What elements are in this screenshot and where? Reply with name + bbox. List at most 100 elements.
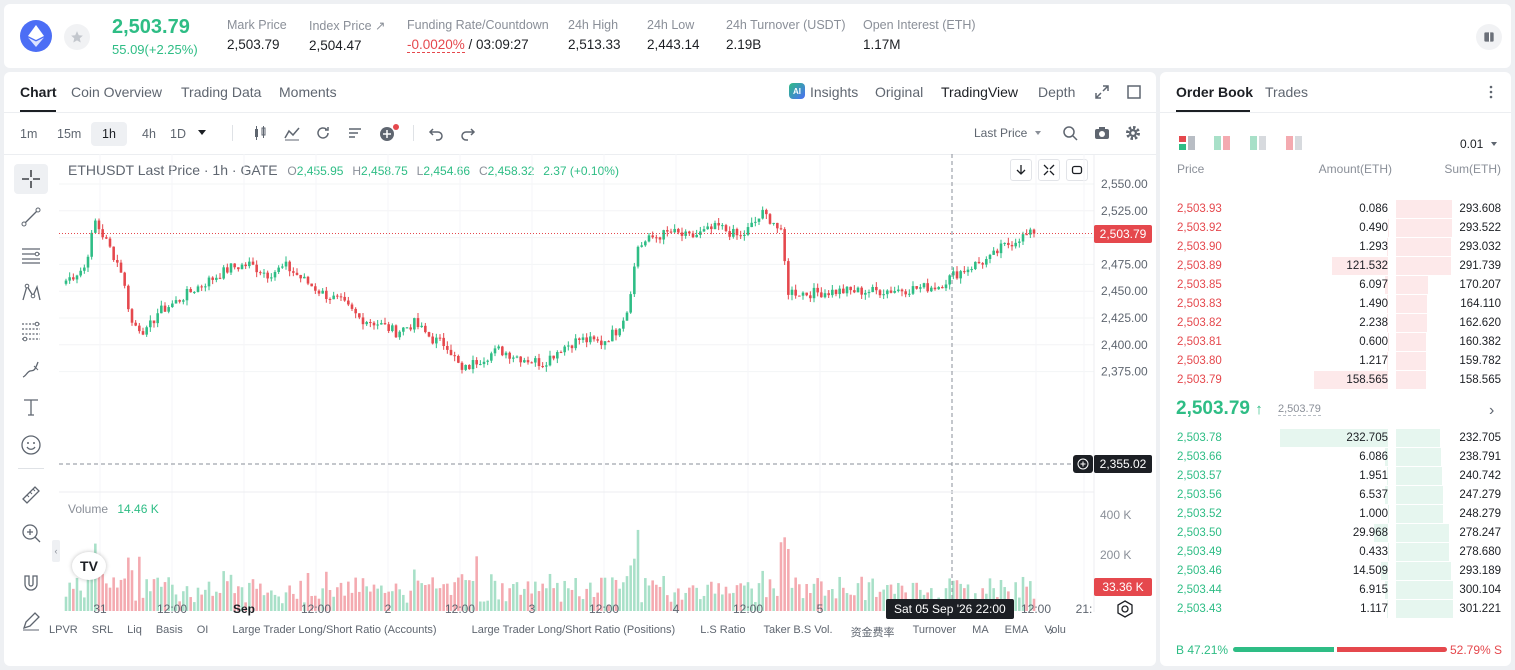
fib-tool-icon[interactable] [14,316,48,346]
ruler-tool-icon[interactable] [14,480,48,510]
zoom-in-tool-icon[interactable] [14,518,48,548]
timeframe-dropdown-icon[interactable] [198,130,206,135]
chart-settings-icon[interactable] [1116,600,1134,623]
view-bids-icon[interactable] [1249,135,1267,156]
ask-row[interactable]: 2,503.83 1.490 164.110 [1160,295,1511,314]
template-list-icon[interactable] [347,125,363,146]
precision-select[interactable]: 0.01 [1460,137,1484,151]
tab-order-book[interactable]: Order Book [1176,84,1254,100]
bid-row[interactable]: 2,503.57 1.951 240.742 [1160,467,1511,486]
text-tool-icon[interactable] [14,392,48,422]
reset-chart-icon[interactable] [1066,159,1088,181]
indicator-taker-bs-vol[interactable]: Taker B.S Vol. [763,624,833,636]
horizontal-lines-tool-icon[interactable] [14,240,48,270]
candle-body [277,267,280,272]
view-original[interactable]: Original [875,84,924,100]
bid-row[interactable]: 2,503.52 1.000 248.279 [1160,505,1511,524]
ask-row[interactable]: 2,503.80 1.217 159.782 [1160,352,1511,371]
search-icon[interactable] [1062,125,1078,146]
crosshair-tool-icon[interactable] [14,164,48,194]
redo-icon[interactable] [460,125,476,146]
collapse-icon[interactable] [1038,159,1060,181]
ask-row[interactable]: 2,503.92 0.490 293.522 [1160,219,1511,238]
indicator-ls-ratio[interactable]: L.S Ratio [700,624,746,636]
bid-row[interactable]: 2,503.49 0.433 278.680 [1160,543,1511,562]
magnet-tool-icon[interactable] [14,568,48,598]
indicator-lpvr[interactable]: LPVR [49,624,78,636]
indicator-funding-rate[interactable]: 资金费率 [850,627,895,639]
eth-logo-icon [20,20,52,52]
indicator-volume[interactable]: Volu [1044,624,1066,636]
indicator-lt-ratio-positions[interactable]: Large Trader Long/Short Ratio (Positions… [471,624,676,636]
ask-row[interactable]: 2,503.81 0.600 160.382 [1160,333,1511,352]
candle-type-icon[interactable] [252,125,268,146]
mid-expand-icon[interactable]: › [1489,402,1495,419]
view-depth[interactable]: Depth [1038,84,1076,100]
indicator-liq[interactable]: Liq [127,624,142,636]
tab-trades[interactable]: Trades [1265,84,1309,100]
view-asks-icon[interactable] [1285,135,1303,156]
bid-row[interactable]: 2,503.44 6.915 300.104 [1160,581,1511,600]
price-type-dropdown-icon[interactable] [1035,131,1041,135]
view-insights[interactable]: Insights [810,84,859,100]
more-options-icon[interactable] [1488,84,1494,105]
candle-body [585,337,588,343]
brush-tool-icon[interactable] [14,354,48,384]
tab-moments[interactable]: Moments [279,84,337,100]
emoji-tool-icon[interactable] [14,430,48,460]
view-tradingview[interactable]: TradingView [941,84,1019,100]
indicator-turnover[interactable]: Turnover [912,624,957,636]
bid-row[interactable]: 2,503.78 232.705 232.705 [1160,429,1511,448]
timeframe-1h[interactable]: 1h [91,122,127,146]
camera-icon[interactable] [1094,125,1110,146]
undo-icon[interactable] [428,125,444,146]
ask-row[interactable]: 2,503.85 6.097 170.207 [1160,276,1511,295]
settings-gear-icon[interactable] [1125,125,1141,146]
trendline-tool-icon[interactable] [14,202,48,232]
precision-dropdown-icon[interactable] [1491,142,1497,146]
favorite-star-icon[interactable] [64,24,90,50]
candle-body [530,362,533,364]
ask-row[interactable]: 2,503.90 1.293 293.032 [1160,238,1511,257]
ask-row[interactable]: 2,503.93 0.086 293.608 [1160,200,1511,219]
indicator-srl[interactable]: SRL [91,624,114,636]
tab-chart[interactable]: Chart [20,84,57,100]
timeframe-4h[interactable]: 4h [142,127,156,141]
bid-row[interactable]: 2,503.46 14.509 293.189 [1160,562,1511,581]
bid-row[interactable]: 2,503.66 6.086 238.791 [1160,448,1511,467]
indicator-oi[interactable]: OI [196,624,209,636]
window-icon[interactable] [1126,84,1142,105]
indicator-basis[interactable]: Basis [155,624,183,636]
view-split-icon[interactable] [1213,135,1231,156]
indicator-ema[interactable]: EMA [1004,624,1029,636]
view-both-icon[interactable] [1178,135,1196,156]
collapse-tools-icon[interactable]: ‹ [52,540,60,562]
expand-icon[interactable] [1094,84,1110,105]
price-type-select[interactable]: Last Price [974,126,1028,140]
pattern-tool-icon[interactable] [14,278,48,308]
indicator-lt-ratio-accounts[interactable]: Large Trader Long/Short Ratio (Accounts) [232,624,437,636]
add-indicator-icon[interactable] [379,124,399,147]
book-icon[interactable] [1476,24,1502,50]
candlestick-chart[interactable]: 2,550.002,525.002,500.002,475.002,450.00… [4,72,1156,666]
pencil-tool-icon[interactable] [14,606,48,636]
crosshair-add-icon[interactable] [1073,455,1093,473]
ask-row[interactable]: 2,503.79 158.565 158.565 [1160,371,1511,390]
timeframe-1d[interactable]: 1D [170,127,186,141]
bid-row[interactable]: 2,503.56 6.537 247.279 [1160,486,1511,505]
ask-row[interactable]: 2,503.89 121.532 291.739 [1160,257,1511,276]
scroll-down-icon[interactable] [1010,159,1032,181]
candle-body [867,292,871,294]
indicators-next-icon[interactable]: › [1049,623,1054,638]
tab-trading-data[interactable]: Trading Data [181,84,262,100]
timeframe-1m[interactable]: 1m [20,127,38,141]
timeframe-15m[interactable]: 15m [57,127,82,141]
refresh-icon[interactable] [315,125,331,146]
bid-row[interactable]: 2,503.43 1.117 301.221 [1160,600,1511,619]
tab-coin-overview[interactable]: Coin Overview [71,84,163,100]
stat-index-price[interactable]: Index Price ↗ 2,504.47 [309,18,385,53]
ask-row[interactable]: 2,503.82 2.238 162.620 [1160,314,1511,333]
indicator-ma[interactable]: MA [972,624,989,636]
indicators-icon[interactable] [284,125,300,146]
bid-row[interactable]: 2,503.50 29.968 278.247 [1160,524,1511,543]
